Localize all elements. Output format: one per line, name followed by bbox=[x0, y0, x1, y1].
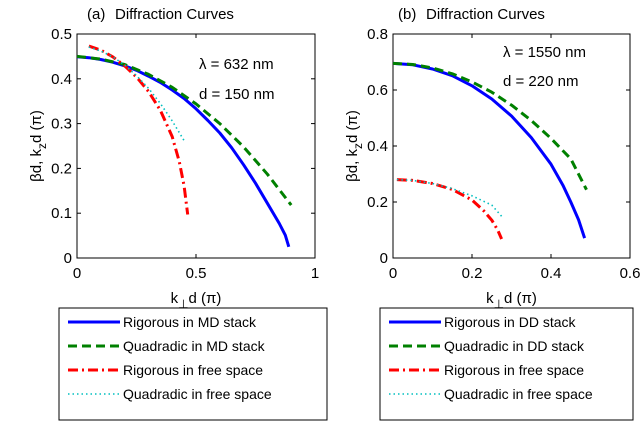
x-label-rest: d (π) bbox=[189, 290, 222, 307]
y-tick-label: 0.4 bbox=[51, 71, 72, 88]
chart-title: Diffraction Curves bbox=[426, 6, 545, 23]
thickness-annotation: d = 150 nm bbox=[199, 86, 274, 103]
data-series-group bbox=[77, 44, 293, 248]
series-line-rigorous-in-dd-stack bbox=[393, 61, 587, 239]
wavelength-annotation: λ = 632 nm bbox=[199, 56, 274, 73]
x-label-sub: ⊥ bbox=[178, 297, 188, 311]
y-label-rest: d (π) bbox=[344, 110, 361, 143]
legend-entry-label: Quadradic in free space bbox=[444, 386, 593, 402]
x-tick-label: 0 bbox=[389, 265, 397, 282]
x-tick-label: 0.4 bbox=[541, 265, 562, 282]
y-tick-label: 0.1 bbox=[51, 205, 72, 222]
data-series-group bbox=[393, 61, 588, 240]
legend-entry-label: Rigorous in MD stack bbox=[123, 314, 257, 330]
chart-panel-b: (b) Diffraction Curves 0 0.2 0.4 0.6 0 0.2 0.4 0.… bbox=[344, 6, 640, 421]
series-line-rigorous-in-md-stack bbox=[77, 55, 291, 248]
x-label-rest: d (π) bbox=[504, 290, 537, 307]
y-label-rest: d (π) bbox=[28, 110, 45, 143]
x-label-main: k bbox=[486, 290, 494, 307]
x-axis-label: k⊥d (π) bbox=[486, 290, 537, 311]
legend-entry-label: Rigorous in DD stack bbox=[444, 314, 576, 330]
series-line-quadradic-in-free-space bbox=[396, 178, 503, 217]
y-label-main: βd, k bbox=[344, 149, 361, 182]
legend-entry-label: Rigorous in free space bbox=[123, 362, 263, 378]
legend-entry-label: Quadradic in free space bbox=[123, 386, 272, 402]
chart-panel-a: (a) Diffraction Curves 0 0.5 1 0 0.1 0.2 0.3 0.4 0… bbox=[28, 6, 328, 421]
legend-entry-label: Quadradic in MD stack bbox=[123, 338, 266, 354]
series-line-rigorous-in-free-space bbox=[88, 44, 190, 215]
wavelength-annotation: λ = 1550 nm bbox=[503, 44, 586, 61]
y-label-main: βd, k bbox=[28, 149, 45, 182]
series-line-quadradic-in-dd-stack bbox=[393, 61, 588, 191]
y-tick-label: 0.5 bbox=[51, 26, 72, 43]
y-tick-label: 0.3 bbox=[51, 116, 72, 133]
y-label-sub: z bbox=[35, 143, 49, 149]
x-tick-label: 0 bbox=[73, 265, 81, 282]
thickness-annotation: d = 220 nm bbox=[503, 73, 578, 90]
legend-box bbox=[58, 307, 328, 421]
series-line-rigorous-in-free-space bbox=[396, 178, 503, 240]
legend-box bbox=[379, 307, 634, 421]
y-tick-label: 0.4 bbox=[367, 138, 388, 155]
legend-entry-label: Rigorous in free space bbox=[444, 362, 584, 378]
y-tick-label: 0.6 bbox=[367, 82, 388, 99]
y-label-sub: z bbox=[351, 143, 365, 149]
x-label-main: k bbox=[171, 290, 179, 307]
y-tick-label: 0 bbox=[64, 250, 72, 267]
x-axis-label: k⊥d (π) bbox=[171, 290, 222, 311]
y-tick-label: 0.8 bbox=[367, 26, 388, 43]
legend: Rigorous in DD stack Quadradic in DD stac… bbox=[379, 307, 634, 421]
y-tick-label: 0 bbox=[380, 250, 388, 267]
y-axis-label: βd, kzd (π) bbox=[344, 110, 365, 182]
legend: Rigorous in MD stack Quadradic in MD stac… bbox=[58, 307, 328, 421]
y-axis-label: βd, kzd (π) bbox=[28, 110, 49, 182]
legend-entry-label: Quadradic in DD stack bbox=[444, 338, 585, 354]
y-tick-label: 0.2 bbox=[51, 160, 72, 177]
x-tick-label: 1 bbox=[311, 265, 319, 282]
x-tick-label: 0.5 bbox=[186, 265, 207, 282]
chart-title: Diffraction Curves bbox=[115, 6, 234, 23]
y-tick-label: 0.2 bbox=[367, 194, 388, 211]
panel-label: (a) bbox=[87, 6, 105, 23]
x-tick-label: 0.2 bbox=[462, 265, 483, 282]
panel-label: (b) bbox=[398, 6, 416, 23]
x-label-sub: ⊥ bbox=[494, 297, 504, 311]
series-line-quadradic-in-md-stack bbox=[77, 54, 293, 207]
x-tick-label: 0.6 bbox=[620, 265, 640, 282]
